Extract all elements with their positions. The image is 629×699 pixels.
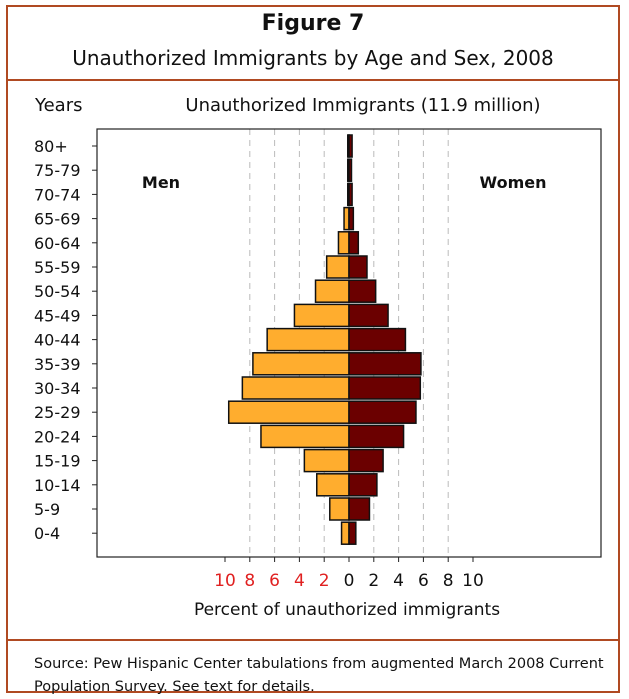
- bar-women: [348, 206, 355, 231]
- bar-men: [314, 279, 350, 303]
- x-tick-label: 4: [294, 571, 305, 591]
- figure-title: Unauthorized Immigrants by Age and Sex, …: [72, 46, 554, 70]
- y-tick-label: 15-19: [34, 452, 81, 471]
- bar-men: [241, 376, 350, 400]
- legend-label-men: Men: [142, 173, 180, 192]
- legend-label-women: Women: [480, 173, 547, 192]
- y-tick-label: 10-14: [34, 476, 81, 495]
- bar-men: [227, 400, 350, 424]
- bar-men: [329, 497, 350, 521]
- bar-women: [348, 521, 357, 545]
- bar-women: [348, 182, 353, 207]
- bar-men: [303, 448, 350, 473]
- x-tick-label: 0: [344, 571, 355, 591]
- bar-women: [348, 231, 360, 255]
- bar-men: [293, 303, 350, 328]
- bar-men: [260, 424, 350, 449]
- bar-men: [325, 255, 350, 279]
- figure-header: Figure 7 Unauthorized Immigrants by Age …: [8, 7, 618, 81]
- bar-women: [348, 352, 422, 376]
- y-tick-label: 70-74: [34, 185, 81, 204]
- x-tick-label: 2: [368, 571, 379, 591]
- bar-women: [348, 134, 353, 158]
- x-tick-label: 6: [418, 571, 429, 591]
- population-pyramid-chart: Years Unauthorized Immigrants (11.9 mill…: [34, 95, 602, 620]
- x-tick-label: 6: [269, 571, 280, 591]
- chart-title: Unauthorized Immigrants (11.9 million): [185, 95, 540, 116]
- y-axis-label: Years: [34, 95, 83, 116]
- source-note: Source: Pew Hispanic Center tabulations …: [34, 656, 604, 695]
- bar-women: [348, 497, 371, 521]
- bar-men: [316, 473, 350, 497]
- bar-women: [348, 279, 377, 303]
- x-tick-label: 10: [462, 571, 484, 591]
- y-tick-label: 65-69: [34, 210, 81, 229]
- x-tick-label: 2: [319, 571, 330, 591]
- bar-women: [348, 158, 353, 182]
- x-tick-label: 4: [393, 571, 404, 591]
- y-tick-label: 5-9: [34, 500, 60, 519]
- y-tick-label: 60-64: [34, 234, 81, 253]
- figure-frame: Figure 7 Unauthorized Immigrants by Age …: [6, 5, 620, 695]
- y-tick-label: 35-39: [34, 355, 81, 374]
- y-tick-label: 75-79: [34, 161, 81, 180]
- y-tick-label: 45-49: [34, 306, 81, 325]
- figure-number: Figure 7: [261, 11, 365, 36]
- y-tick-label: 50-54: [34, 282, 81, 301]
- x-tick-label: 8: [244, 571, 255, 591]
- bar-men: [252, 352, 350, 376]
- bar-women: [348, 448, 384, 473]
- bar-women: [348, 376, 422, 400]
- bar-men: [340, 521, 350, 545]
- x-axis-label: Percent of unauthorized immigrants: [194, 600, 500, 620]
- x-tick-label: 10: [214, 571, 236, 591]
- source-box: Source: Pew Hispanic Center tabulations …: [8, 639, 618, 695]
- y-tick-label: 80+: [34, 137, 68, 156]
- bar-women: [348, 303, 389, 328]
- y-tick-label: 20-24: [34, 427, 81, 446]
- bar-women: [348, 473, 378, 497]
- bar-women: [348, 400, 417, 424]
- y-tick-label: 0-4: [34, 524, 60, 543]
- bar-men: [337, 231, 350, 255]
- bar-women: [348, 327, 407, 352]
- bar-women: [348, 255, 368, 279]
- y-tick-label: 30-34: [34, 379, 81, 398]
- y-tick-label: 55-59: [34, 258, 81, 277]
- y-tick-label: 40-44: [34, 331, 81, 350]
- bar-women: [348, 424, 405, 449]
- bar-men: [266, 327, 350, 352]
- y-tick-label: 25-29: [34, 403, 81, 422]
- x-tick-label: 8: [443, 571, 454, 591]
